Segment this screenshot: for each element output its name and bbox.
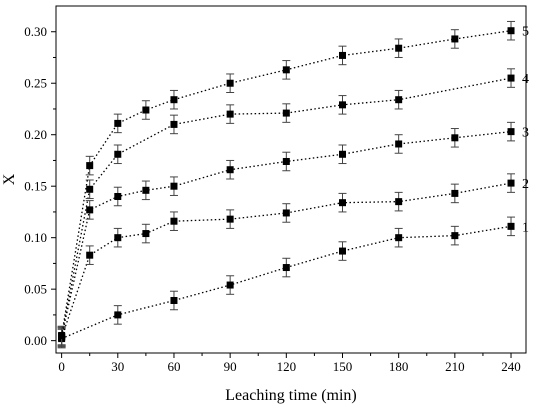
data-point xyxy=(86,206,94,214)
data-point xyxy=(451,134,459,142)
data-point xyxy=(395,140,403,148)
y-tick-label: 0.20 xyxy=(24,127,47,142)
data-point xyxy=(114,119,122,127)
data-point xyxy=(114,234,122,242)
data-point xyxy=(451,35,459,43)
data-point xyxy=(282,157,290,165)
series-label: 4 xyxy=(522,72,529,87)
data-point xyxy=(395,198,403,206)
x-axis-label: Leaching time (min) xyxy=(225,387,357,404)
x-tick-label: 0 xyxy=(58,359,65,374)
data-point xyxy=(58,331,66,339)
x-tick-label: 90 xyxy=(224,359,237,374)
y-tick-label: 0.05 xyxy=(24,282,47,297)
series-5: 5 xyxy=(57,20,529,346)
data-point xyxy=(451,189,459,197)
x-tick-label: 240 xyxy=(501,359,521,374)
data-point xyxy=(170,120,178,128)
y-axis-label: X xyxy=(1,173,18,185)
data-point xyxy=(226,215,234,223)
data-point xyxy=(142,230,150,238)
data-point xyxy=(338,150,346,158)
plot-frame xyxy=(55,5,527,354)
data-point xyxy=(338,51,346,59)
series-1: 1 xyxy=(57,216,529,349)
data-point xyxy=(226,110,234,118)
data-point xyxy=(114,192,122,200)
series-label: 2 xyxy=(522,177,529,192)
x-axis: 0 30 60 90 120 150 180 210 240 xyxy=(58,353,521,374)
data-point xyxy=(170,296,178,304)
y-tick-label: 0.10 xyxy=(24,230,47,245)
plot-border xyxy=(55,5,527,354)
series-line xyxy=(61,182,512,338)
y-tick-label: 0.30 xyxy=(24,24,47,39)
data-point xyxy=(86,162,94,170)
series-2: 2 xyxy=(57,173,529,348)
data-point xyxy=(170,182,178,190)
x-tick-label: 180 xyxy=(389,359,409,374)
x-tick-label: 150 xyxy=(333,359,353,374)
data-point xyxy=(507,128,515,136)
y-tick-label: 0.25 xyxy=(24,76,47,91)
data-point xyxy=(282,264,290,272)
data-point xyxy=(142,106,150,114)
data-point xyxy=(395,96,403,104)
data-point xyxy=(507,179,515,187)
data-point xyxy=(282,66,290,74)
data-point xyxy=(451,232,459,240)
data-point xyxy=(86,185,94,193)
data-point xyxy=(114,150,122,158)
data-point xyxy=(507,27,515,35)
data-point xyxy=(395,44,403,52)
data-point xyxy=(282,209,290,217)
x-tick-label: 120 xyxy=(277,359,297,374)
data-point xyxy=(507,222,515,230)
series-label: 1 xyxy=(522,220,529,235)
y-tick-label: 0.15 xyxy=(24,179,47,194)
data-point xyxy=(86,251,94,259)
series-layer: 1 2 3 4 5 xyxy=(57,20,529,349)
x-tick-label: 30 xyxy=(111,359,124,374)
series-4: 4 xyxy=(57,68,529,347)
data-point xyxy=(226,79,234,87)
data-point xyxy=(114,311,122,319)
data-point xyxy=(226,281,234,289)
series-line xyxy=(60,77,512,337)
series-line xyxy=(61,225,512,340)
x-tick-label: 60 xyxy=(167,359,180,374)
y-tick-label: 0.00 xyxy=(24,333,47,348)
series-label: 3 xyxy=(522,126,529,141)
data-point xyxy=(170,96,178,104)
x-tick-label: 210 xyxy=(445,359,465,374)
data-point xyxy=(170,217,178,225)
data-point xyxy=(338,199,346,207)
data-point xyxy=(338,247,346,255)
series-label: 5 xyxy=(522,25,529,40)
data-point xyxy=(395,234,403,242)
y-axis: 0.00 0.05 0.10 0.15 0.20 0.25 0.30 xyxy=(24,24,56,348)
data-point xyxy=(142,186,150,194)
data-point xyxy=(507,74,515,82)
data-point xyxy=(338,101,346,109)
data-point xyxy=(282,109,290,117)
data-point xyxy=(226,166,234,174)
